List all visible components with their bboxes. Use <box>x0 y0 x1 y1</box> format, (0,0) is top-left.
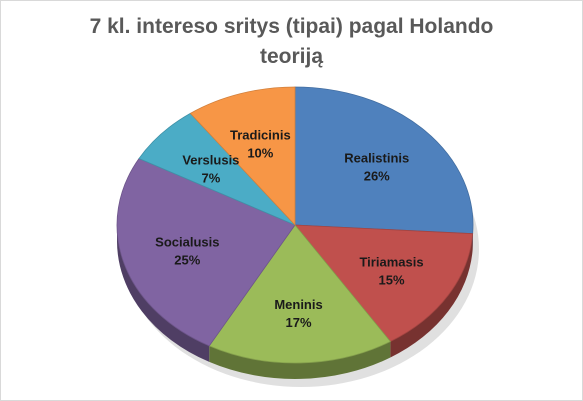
slice-value-verslusis: 7% <box>201 171 220 186</box>
pie-slice-meninis <box>208 224 392 364</box>
slice-label-tiriamasis: Tiriamasis <box>359 254 423 269</box>
slice-label-verslusis: Verslusis <box>182 153 239 168</box>
slice-label-meninis: Meninis <box>274 297 322 312</box>
slice-label-socialusis: Socialusis <box>155 234 219 249</box>
pie-slice-tradicinis <box>189 86 296 227</box>
slice-value-realistinis: 26% <box>364 168 390 183</box>
slice-value-socialusis: 25% <box>174 252 200 267</box>
pie-slice-realistinis <box>294 86 474 235</box>
pie-side-tiriamasis <box>390 233 473 358</box>
pie-slice-tiriamasis <box>294 224 474 343</box>
slice-value-tradicinis: 10% <box>247 145 273 160</box>
slice-label-tradicinis: Tradicinis <box>230 127 291 142</box>
slice-label-realistinis: Realistinis <box>344 150 409 165</box>
pie-slice-socialusis <box>116 158 296 347</box>
slice-value-meninis: 17% <box>286 315 312 330</box>
pie-side-socialusis <box>116 225 210 362</box>
pie-side-meninis <box>209 341 391 379</box>
chart-title: 7 kl. intereso sritys (tipai) pagal Hola… <box>89 15 494 68</box>
slice-value-tiriamasis: 15% <box>379 272 405 287</box>
